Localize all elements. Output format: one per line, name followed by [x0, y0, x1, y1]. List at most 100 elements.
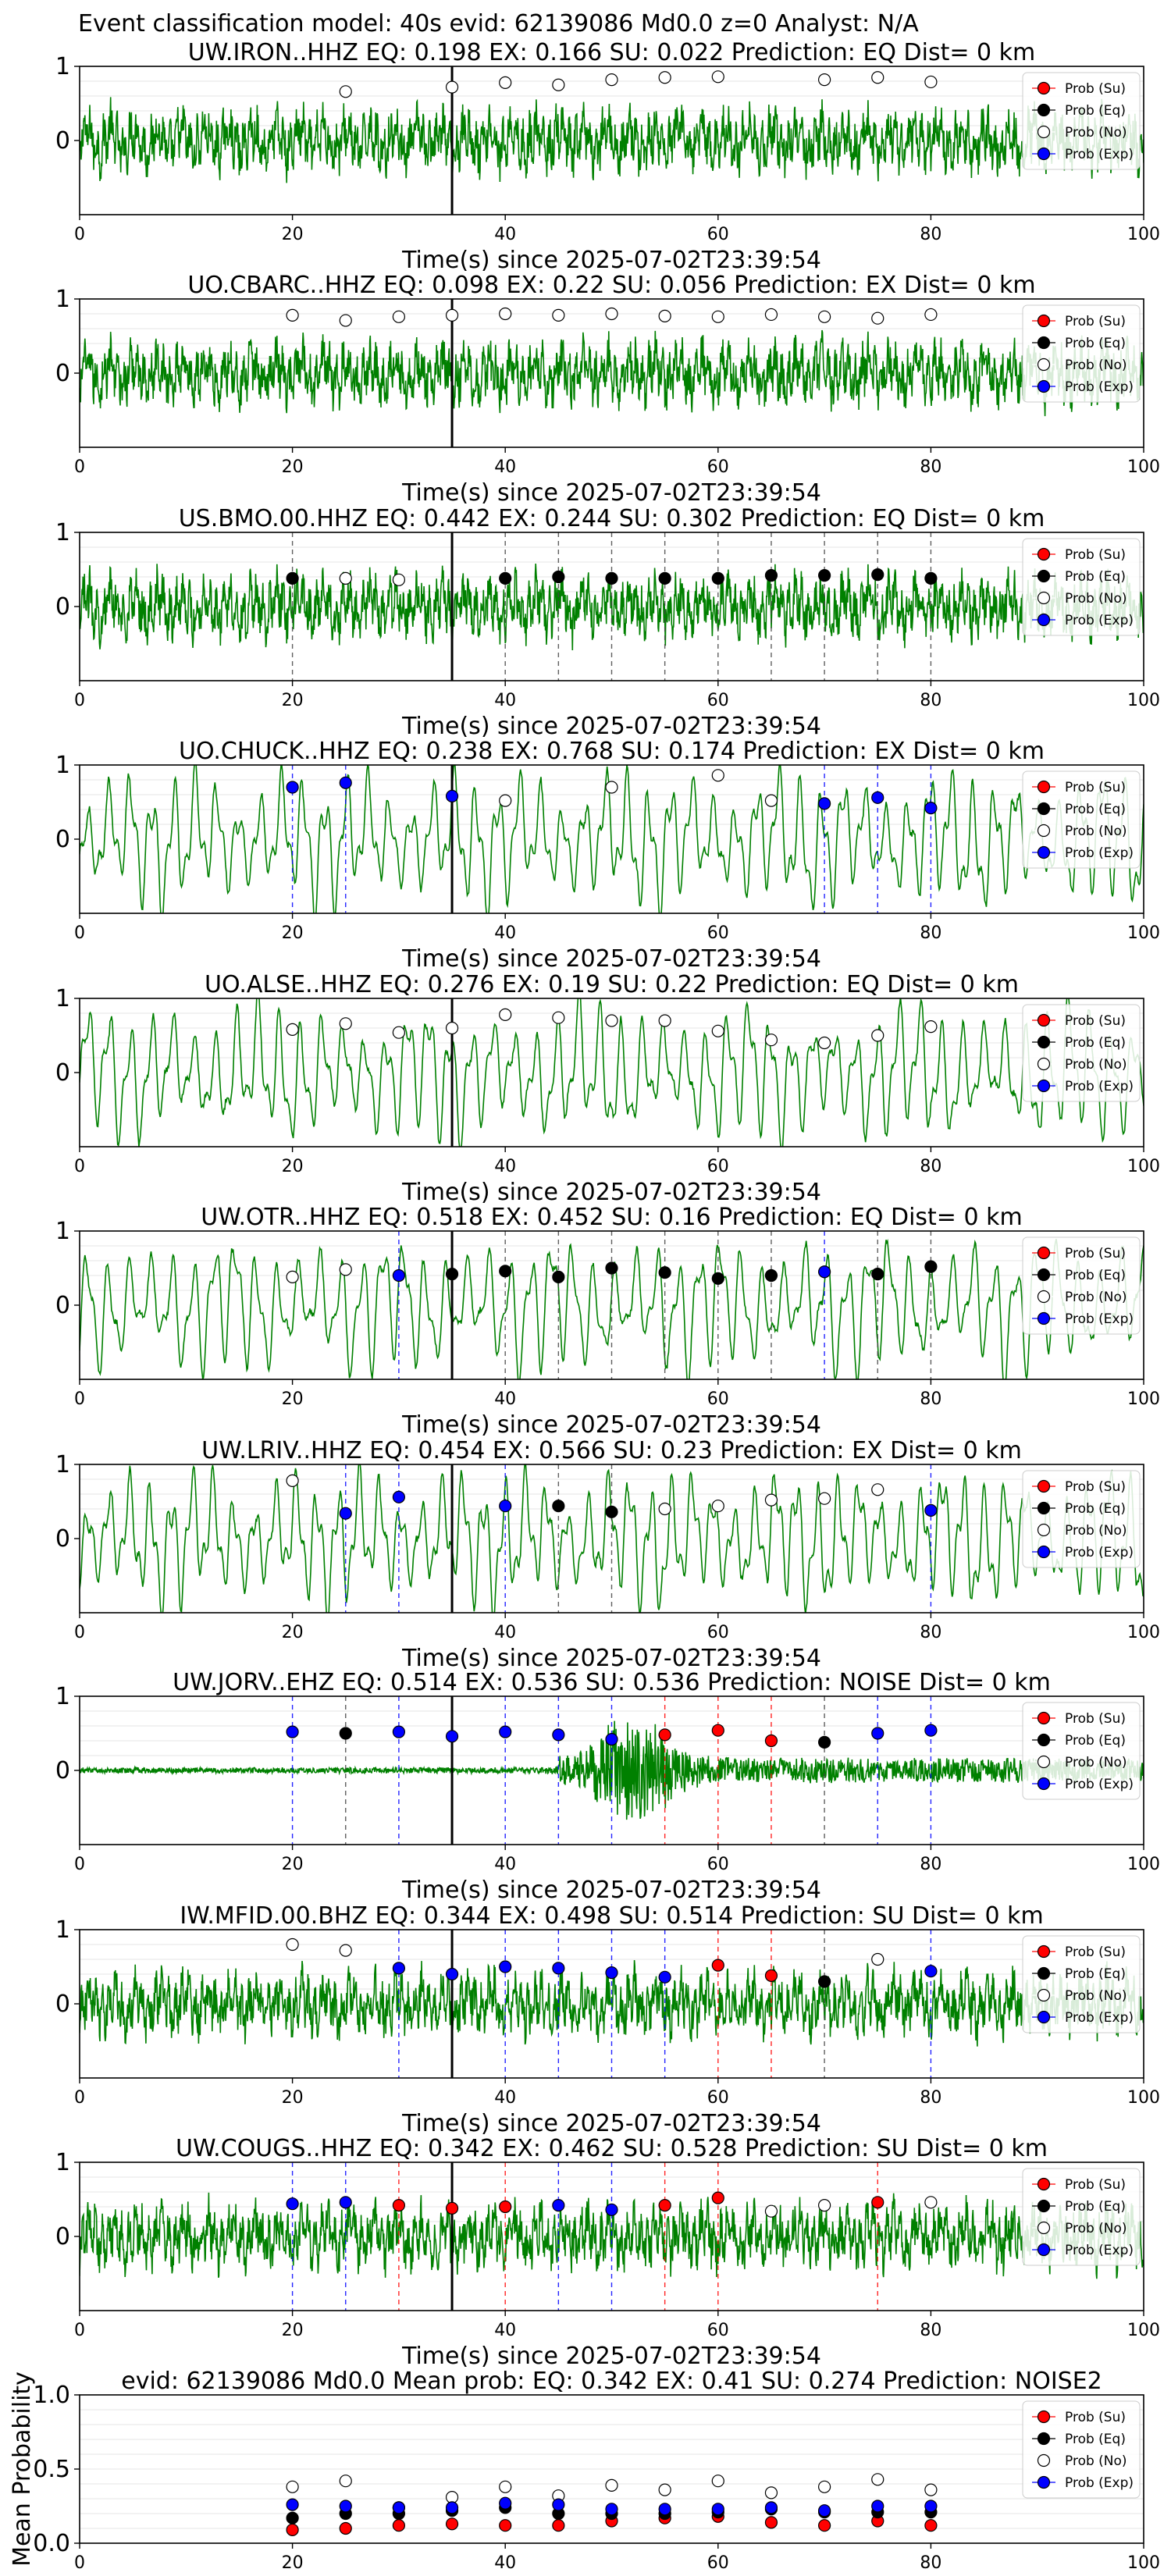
- x-tick-label: 100: [1127, 1855, 1160, 1874]
- legend-label: Prob (No): [1065, 1523, 1127, 1539]
- x-axis-label: Time(s) since 2025-07-02T23:39:54: [401, 713, 821, 740]
- x-tick-label: 60: [707, 923, 729, 943]
- mean-prob-marker-no: [658, 2483, 671, 2496]
- legend-marker-no: [1037, 1988, 1051, 2002]
- legend-box: [1022, 770, 1141, 869]
- y-tick-label: 0: [55, 1059, 70, 1087]
- x-axis-label: Time(s) since 2025-07-02T23:39:54: [401, 1411, 821, 1439]
- legend-marker-su: [1037, 780, 1051, 794]
- legend-marker-no: [1037, 2453, 1051, 2467]
- prob-marker-no: [605, 307, 618, 321]
- legend-label: Prob (Eq): [1065, 2432, 1126, 2447]
- prob-marker-no: [817, 73, 831, 87]
- prob-marker-su: [445, 2201, 459, 2215]
- prob-marker-exp: [817, 1265, 831, 1279]
- prob-marker-su: [711, 1959, 724, 1972]
- legend-label: Prob (Eq): [1065, 1268, 1126, 1283]
- prob-marker-exp: [605, 1733, 618, 1746]
- mean-prob-marker-exp: [286, 2498, 299, 2511]
- legend-label: Prob (Su): [1065, 314, 1126, 329]
- x-axis-label: Time(s) since 2025-07-02T23:39:54: [401, 1645, 821, 1672]
- prob-marker-eq: [286, 571, 299, 585]
- prob-marker-eq: [605, 571, 618, 585]
- x-tick-label: 20: [282, 2088, 304, 2108]
- legend-label: Prob (Eq): [1065, 1966, 1126, 1982]
- x-tick-label: 40: [494, 923, 516, 943]
- legend-label: Prob (Su): [1065, 2410, 1126, 2425]
- mean-prob-marker-exp: [605, 2503, 618, 2516]
- prob-marker-exp: [445, 1730, 459, 1743]
- prob-marker-no: [711, 310, 724, 323]
- x-tick-label: 60: [707, 2088, 729, 2108]
- legend-marker-exp: [1037, 147, 1051, 161]
- prob-marker-exp: [339, 1507, 352, 1520]
- x-tick-label: 40: [494, 691, 516, 710]
- y-tick-label: 0: [55, 2223, 70, 2250]
- x-tick-label: 20: [282, 225, 304, 244]
- x-tick-label: 0: [74, 457, 85, 477]
- legend-marker-no: [1037, 125, 1051, 139]
- prob-marker-exp: [658, 1970, 671, 1984]
- x-tick-label: 80: [920, 1855, 941, 1874]
- legend-box: [1022, 1236, 1141, 1335]
- legend-label: Prob (Exp): [1065, 1079, 1134, 1094]
- x-tick-label: 60: [707, 1389, 729, 1409]
- panel-title: UW.OTR..HHZ EQ: 0.518 EX: 0.452 SU: 0.16…: [201, 1204, 1022, 1231]
- y-tick-label: 1: [55, 1916, 70, 1944]
- legend-box: [1022, 1935, 1141, 2033]
- y-tick-label: 1.0: [33, 2382, 70, 2409]
- legend-box: [1022, 538, 1141, 636]
- panel-title: UW.IRON..HHZ EQ: 0.198 EX: 0.166 SU: 0.0…: [188, 39, 1036, 66]
- x-tick-label: 20: [282, 457, 304, 477]
- mean-prob-marker-no: [286, 2480, 299, 2493]
- x-tick-label: 40: [494, 1623, 516, 1642]
- x-tick-label: 100: [1127, 2321, 1160, 2340]
- mean-prob-marker-no: [711, 2475, 724, 2488]
- x-tick-label: 0: [74, 923, 85, 943]
- x-tick-label: 40: [494, 2321, 516, 2340]
- prob-marker-no: [286, 1270, 299, 1284]
- x-tick-label: 100: [1127, 691, 1160, 710]
- prob-marker-exp: [445, 789, 459, 803]
- legend-label: Prob (Exp): [1065, 1311, 1134, 1327]
- prob-marker-eq: [817, 1735, 831, 1749]
- legend-marker-exp: [1037, 2010, 1051, 2024]
- legend-label: Prob (Eq): [1065, 2199, 1126, 2215]
- mean-prob-marker-su: [286, 2523, 299, 2536]
- mean-prob-marker-no: [924, 2483, 938, 2496]
- y-tick-label: 0: [55, 593, 70, 621]
- legend-label: Prob (No): [1065, 2221, 1127, 2236]
- prob-marker-no: [286, 308, 299, 322]
- mean-prob-marker-eq: [286, 2511, 299, 2524]
- legend-marker-eq: [1037, 569, 1051, 583]
- prob-marker-exp: [552, 1962, 565, 1975]
- prob-marker-exp: [392, 1490, 405, 1503]
- legend-label: Prob (No): [1065, 591, 1127, 607]
- mean-prob-marker-exp: [924, 2500, 938, 2513]
- mean-prob-marker-exp: [552, 2498, 565, 2511]
- prob-marker-no: [711, 769, 724, 782]
- prob-marker-eq: [552, 1500, 565, 1513]
- prob-marker-no: [924, 75, 938, 89]
- prob-marker-exp: [392, 1962, 405, 1975]
- panel-7: UW.LRIV..HHZ EQ: 0.454 EX: 0.566 SU: 0.2…: [55, 1437, 1160, 1672]
- y-axis-label: Mean Probability: [9, 2371, 36, 2567]
- prob-marker-no: [764, 1034, 778, 1047]
- panel-11: evid: 62139086 Md0.0 Mean prob: EQ: 0.34…: [9, 2368, 1160, 2573]
- x-tick-label: 60: [707, 457, 729, 477]
- legend-marker-no: [1037, 1523, 1051, 1537]
- legend-label: Prob (Eq): [1065, 1733, 1126, 1749]
- x-tick-label: 40: [494, 457, 516, 477]
- legend-box: [1022, 1004, 1141, 1102]
- legend-label: Prob (No): [1065, 1057, 1127, 1073]
- legend-label: Prob (Su): [1065, 1479, 1126, 1495]
- prob-marker-no: [339, 1263, 352, 1276]
- prob-marker-no: [286, 1474, 299, 1488]
- legend-marker-su: [1037, 1711, 1051, 1725]
- prob-marker-eq: [924, 571, 938, 585]
- prob-marker-eq: [605, 1505, 618, 1518]
- legend-box: [1022, 72, 1141, 170]
- legend-marker-eq: [1037, 1966, 1051, 1980]
- prob-marker-no: [499, 76, 512, 90]
- mean-prob-marker-exp: [499, 2496, 512, 2510]
